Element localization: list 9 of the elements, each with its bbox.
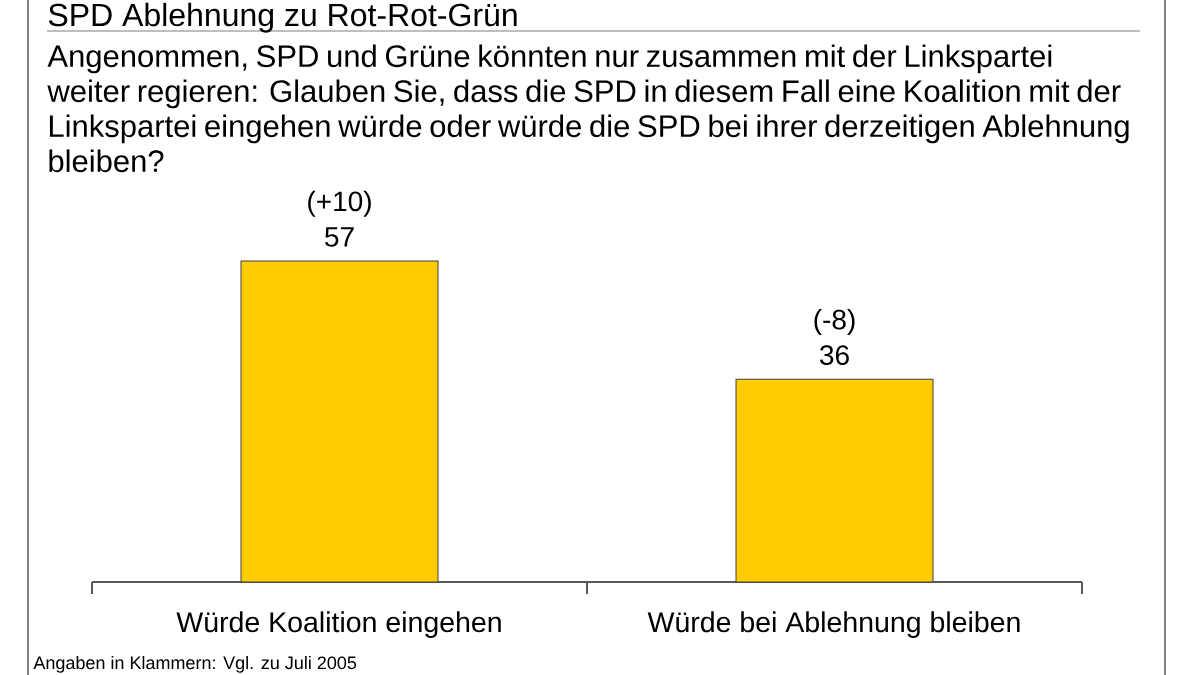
data-label: 57 xyxy=(325,227,354,247)
annotation: (-8) xyxy=(814,308,855,336)
chart-subtitle: Angenommen, SPD und Grüne könnten nur zusammen mit der Linkspartei weiter regieren: Glauben Sie, dass die SPD in diesem Fall eine Koalition mit der Linkspartei eingehen würde oder würde die SPD bei ihrer derzeitigen Ablehnung bleiben? xyxy=(47,44,1129,173)
chart-title: SPD Ablehnung zu Rot-Rot-Grün xyxy=(48,2,517,33)
annotation: (+10) xyxy=(308,190,371,217)
x-tick-label: Würde Koalition eingehen xyxy=(176,611,501,638)
text: Angaben in Klammern: Vgl. zu Juli 2005 xyxy=(33,655,357,673)
x-tick-label: Würde bei Ablehnung bleiben xyxy=(647,611,1020,638)
data-label: 36 xyxy=(820,345,849,366)
